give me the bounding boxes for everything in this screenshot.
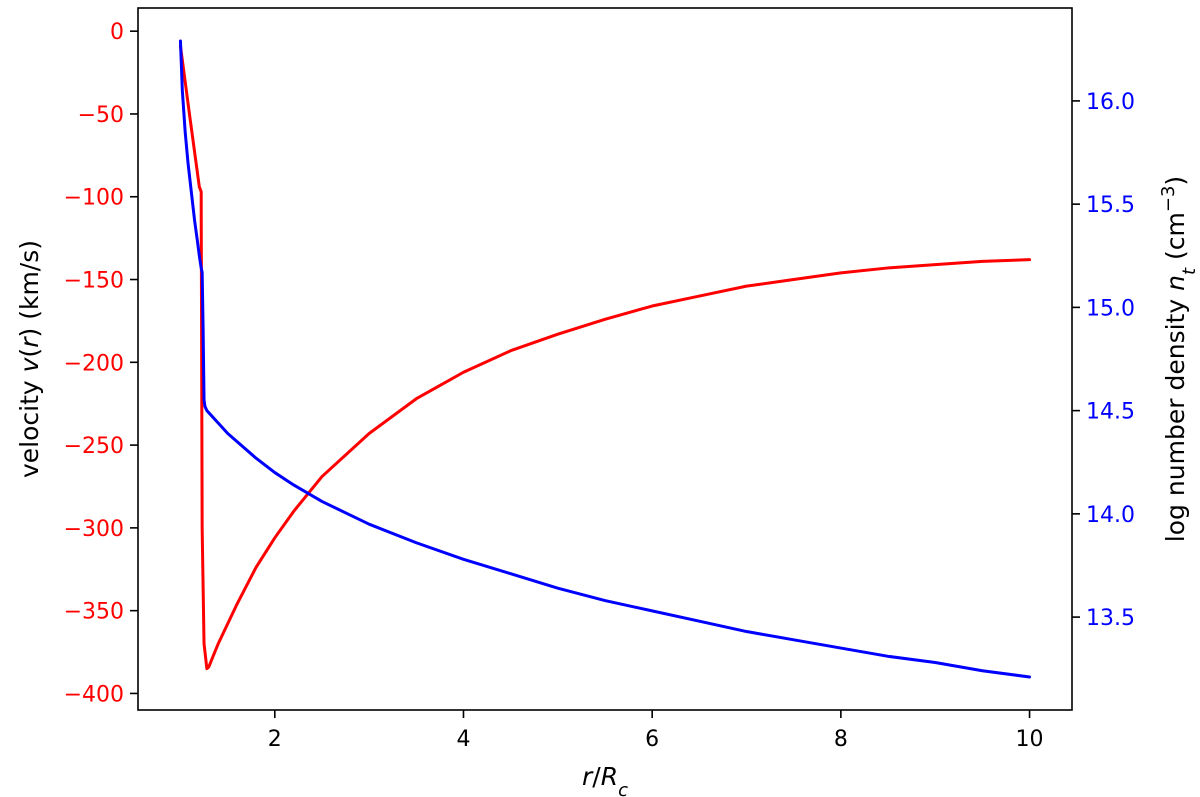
y-left-tick-label: −300: [64, 517, 124, 542]
x-tick-label: 2: [268, 727, 282, 752]
x-axis-label: r/Rc: [582, 762, 628, 797]
x-tick-label: 6: [645, 727, 659, 752]
y-right-tick-label: 13.5: [1086, 606, 1135, 631]
y-axis-label-right: log number density nt (cm−3): [1158, 176, 1200, 542]
x-tick-label: 10: [1016, 727, 1044, 752]
y-left-tick-label: −200: [64, 351, 124, 376]
plot-series: [178, 39, 1032, 679]
y-left-tick-label: −400: [64, 682, 124, 707]
y-left-tick-label: −50: [78, 103, 124, 128]
x-axis: 2 4 6 8 10: [268, 710, 1044, 752]
x-tick-label: 8: [834, 727, 848, 752]
y-axis-right: 13.5 14.0 14.5 15.0 15.5 16.0: [1072, 90, 1135, 631]
x-tick-label: 4: [456, 727, 470, 752]
y-left-tick-label: −250: [64, 434, 124, 459]
y-left-tick-label: 0: [110, 20, 124, 45]
y-right-tick-label: 16.0: [1086, 90, 1135, 115]
y-left-tick-label: −350: [64, 600, 124, 625]
y-right-tick-label: 14.0: [1086, 503, 1135, 528]
y-right-tick-label: 15.0: [1086, 296, 1135, 321]
velocity-series-line: [178, 44, 1032, 671]
density-series-line: [178, 39, 1032, 679]
y-right-tick-label: 14.5: [1086, 400, 1135, 425]
y-axis-label-left: velocity v(r) (km/s): [15, 240, 44, 478]
y-axis-left: 0 −50 −100 −150 −200 −250 −300 −350 −400: [64, 20, 138, 707]
y-right-tick-label: 15.5: [1086, 193, 1135, 218]
y-left-tick-label: −100: [64, 186, 124, 211]
y-left-tick-label: −150: [64, 269, 124, 294]
plot-frame: [137, 7, 1073, 711]
